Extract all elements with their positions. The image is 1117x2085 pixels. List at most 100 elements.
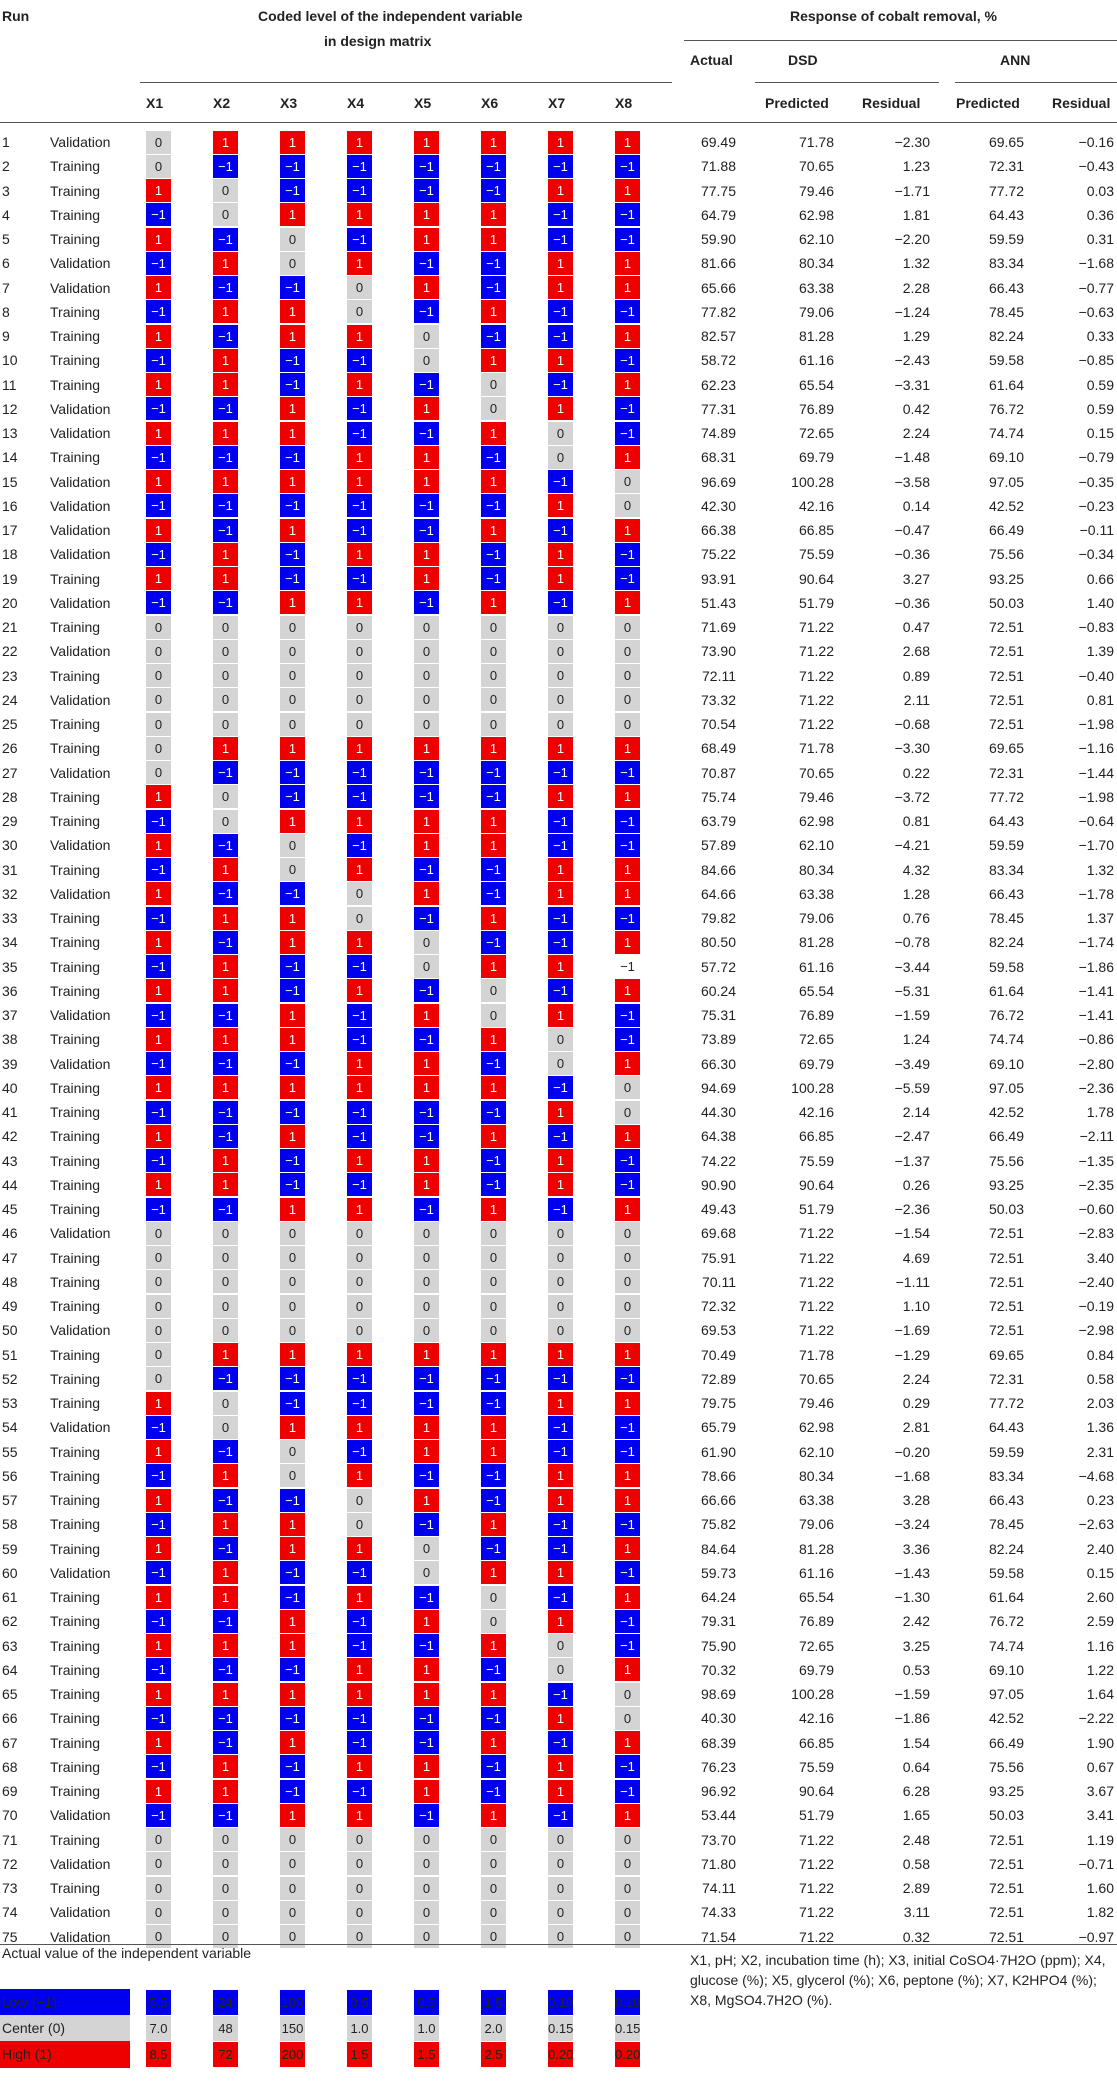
- dsd-residual: −3.30: [894, 740, 930, 757]
- ann-residual: 1.16: [1086, 1637, 1114, 1654]
- dsd-header: DSD: [788, 52, 818, 68]
- dsd-predicted: 79.46: [798, 1395, 834, 1411]
- coded-cell-x8: 1: [615, 1658, 640, 1682]
- coded-cell-x8: 0: [615, 1221, 640, 1245]
- actual-value-label: Actual value of the independent variable: [2, 1945, 252, 1961]
- coded-cell-x2: 0: [213, 1828, 238, 1851]
- actual-value: 58.72: [700, 352, 736, 369]
- coded-cell-x7: 1: [548, 736, 573, 760]
- dsd-predicted: 71.22: [798, 1831, 834, 1848]
- set-label: Validation: [50, 1928, 111, 1945]
- coded-cell-x8: −1: [615, 1440, 640, 1463]
- coded-cell-x3: 1: [280, 130, 305, 154]
- run-number: 20: [2, 594, 18, 611]
- coded-cell-x4: −1: [347, 785, 372, 809]
- coded-cell-x7: −1: [548, 930, 573, 954]
- coded-cell-x5: 1: [414, 1609, 439, 1633]
- dsd-predicted: 69.79: [798, 1661, 834, 1678]
- coded-cell-x5: 1: [414, 1779, 439, 1803]
- coded-cell-x1: −1: [146, 251, 171, 275]
- actual-value: 61.90: [700, 1443, 736, 1460]
- coded-cell-x4: 1: [347, 1415, 372, 1439]
- dsd-predicted: 100.28: [791, 1686, 834, 1702]
- set-label: Validation: [50, 1419, 111, 1436]
- coded-cell-x5: −1: [414, 1585, 439, 1609]
- actual-value: 72.89: [700, 1370, 736, 1387]
- coded-cell-x1: −1: [146, 1609, 171, 1633]
- dsd-predicted: 69.79: [798, 1055, 834, 1072]
- coded-cell-x7: 1: [548, 1343, 573, 1366]
- dsd-predicted: 70.65: [798, 764, 834, 781]
- dsd-residual: −4.21: [894, 837, 930, 854]
- coded-cell-x7: 0: [548, 664, 573, 687]
- run-number: 74: [2, 1904, 18, 1921]
- coded-cell-x8: −1: [615, 761, 640, 784]
- coded-cell-x2: 0: [213, 1221, 238, 1245]
- run-number: 42: [2, 1128, 18, 1145]
- set-label: Training: [50, 813, 101, 829]
- dsd-residual: 2.42: [902, 1613, 930, 1630]
- dsd-residual: 1.65: [902, 1807, 930, 1824]
- ann-residual: −1.86: [1078, 958, 1114, 975]
- coded-cell-x1: 1: [146, 276, 171, 299]
- run-number: 71: [2, 1831, 18, 1848]
- dsd-predicted: 71.22: [798, 643, 834, 660]
- coded-cell-x7: 0: [548, 1852, 573, 1876]
- actual-value: 74.89: [700, 425, 736, 441]
- coded-cell-x5: 1: [414, 1415, 439, 1439]
- coded-cell-x4: −1: [347, 154, 372, 178]
- coded-cell-x6: 1: [481, 1076, 506, 1100]
- dsd-predicted: 90.64: [798, 1176, 834, 1193]
- dsd-residual: −3.58: [894, 473, 930, 490]
- coded-cell-x6: 1: [481, 227, 506, 251]
- dsd-predicted: 71.22: [798, 1322, 834, 1339]
- coded-cell-x8: 1: [615, 130, 640, 154]
- actual-value: 70.32: [700, 1661, 736, 1678]
- coded-cell-x6: 1: [481, 203, 506, 227]
- set-label: Training: [50, 1201, 101, 1217]
- actual-value: 96.69: [700, 473, 736, 490]
- coded-cell-x8: 1: [615, 1391, 640, 1415]
- run-number: 63: [2, 1637, 18, 1654]
- coded-cell-x8: −1: [615, 1003, 640, 1027]
- coded-cell-x1: 1: [146, 421, 171, 445]
- legend-value-x8: 0.10: [615, 1990, 640, 2015]
- dsd-residual: 3.25: [902, 1637, 930, 1654]
- dsd-residual: 1.81: [902, 206, 930, 223]
- dsd-predicted: 62.98: [798, 1419, 834, 1436]
- coded-cell-x7: 1: [548, 1100, 573, 1124]
- coded-cell-x5: 0: [414, 1270, 439, 1294]
- ann-residual: 3.41: [1086, 1807, 1114, 1824]
- coded-cell-x8: 1: [615, 1585, 640, 1609]
- dsd-predicted: 62.98: [798, 206, 834, 223]
- actual-value: 73.70: [700, 1831, 736, 1848]
- dsd-residual: −1.54: [894, 1225, 930, 1242]
- dsd-residual: 1.24: [902, 1031, 930, 1048]
- actual-value: 68.31: [700, 449, 736, 466]
- ann-predicted: 72.31: [988, 1370, 1024, 1387]
- coded-cell-x1: 1: [146, 470, 171, 493]
- coded-cell-x1: 0: [146, 1900, 171, 1924]
- run-number: 66: [2, 1710, 18, 1727]
- ann-residual: −0.40: [1078, 667, 1114, 684]
- legend-value-x1: 5.5: [146, 1990, 171, 2015]
- coded-cell-x1: −1: [146, 203, 171, 227]
- dsd-residual: 0.14: [902, 497, 930, 514]
- run-number: 24: [2, 691, 18, 708]
- ann-residual: 0.03: [1086, 182, 1114, 199]
- ann-predicted: 42.52: [988, 1104, 1024, 1120]
- coded-cell-x3: 1: [280, 1803, 305, 1827]
- coded-cell-x7: −1: [548, 154, 573, 178]
- coded-cell-x2: 1: [213, 542, 238, 566]
- set-label: Training: [50, 667, 101, 684]
- set-label: Training: [50, 328, 101, 344]
- coded-cell-x6: 0: [481, 1246, 506, 1269]
- coded-cell-x3: 1: [280, 324, 305, 348]
- coded-cell-x2: −1: [213, 1003, 238, 1027]
- ann-predicted: 72.51: [988, 691, 1024, 708]
- coded-cell-x3: 0: [280, 1294, 305, 1318]
- coded-cell-x6: −1: [481, 1537, 506, 1560]
- coded-cell-x1: 0: [146, 761, 171, 784]
- coded-cell-x7: −1: [548, 1415, 573, 1439]
- run-number: 34: [2, 934, 18, 951]
